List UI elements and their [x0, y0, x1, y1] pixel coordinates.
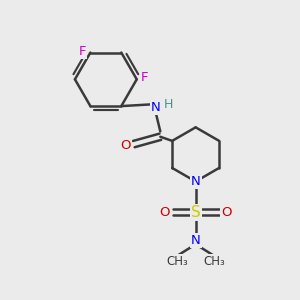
Text: S: S	[191, 205, 200, 220]
Text: O: O	[120, 139, 131, 152]
Text: N: N	[191, 175, 200, 188]
Text: O: O	[221, 206, 232, 219]
Text: H: H	[164, 98, 173, 111]
Text: CH₃: CH₃	[166, 254, 188, 268]
Text: CH₃: CH₃	[204, 254, 225, 268]
Text: F: F	[141, 71, 149, 84]
Text: F: F	[78, 45, 86, 58]
Text: N: N	[151, 101, 161, 114]
Text: N: N	[191, 234, 200, 247]
Text: O: O	[160, 206, 170, 219]
